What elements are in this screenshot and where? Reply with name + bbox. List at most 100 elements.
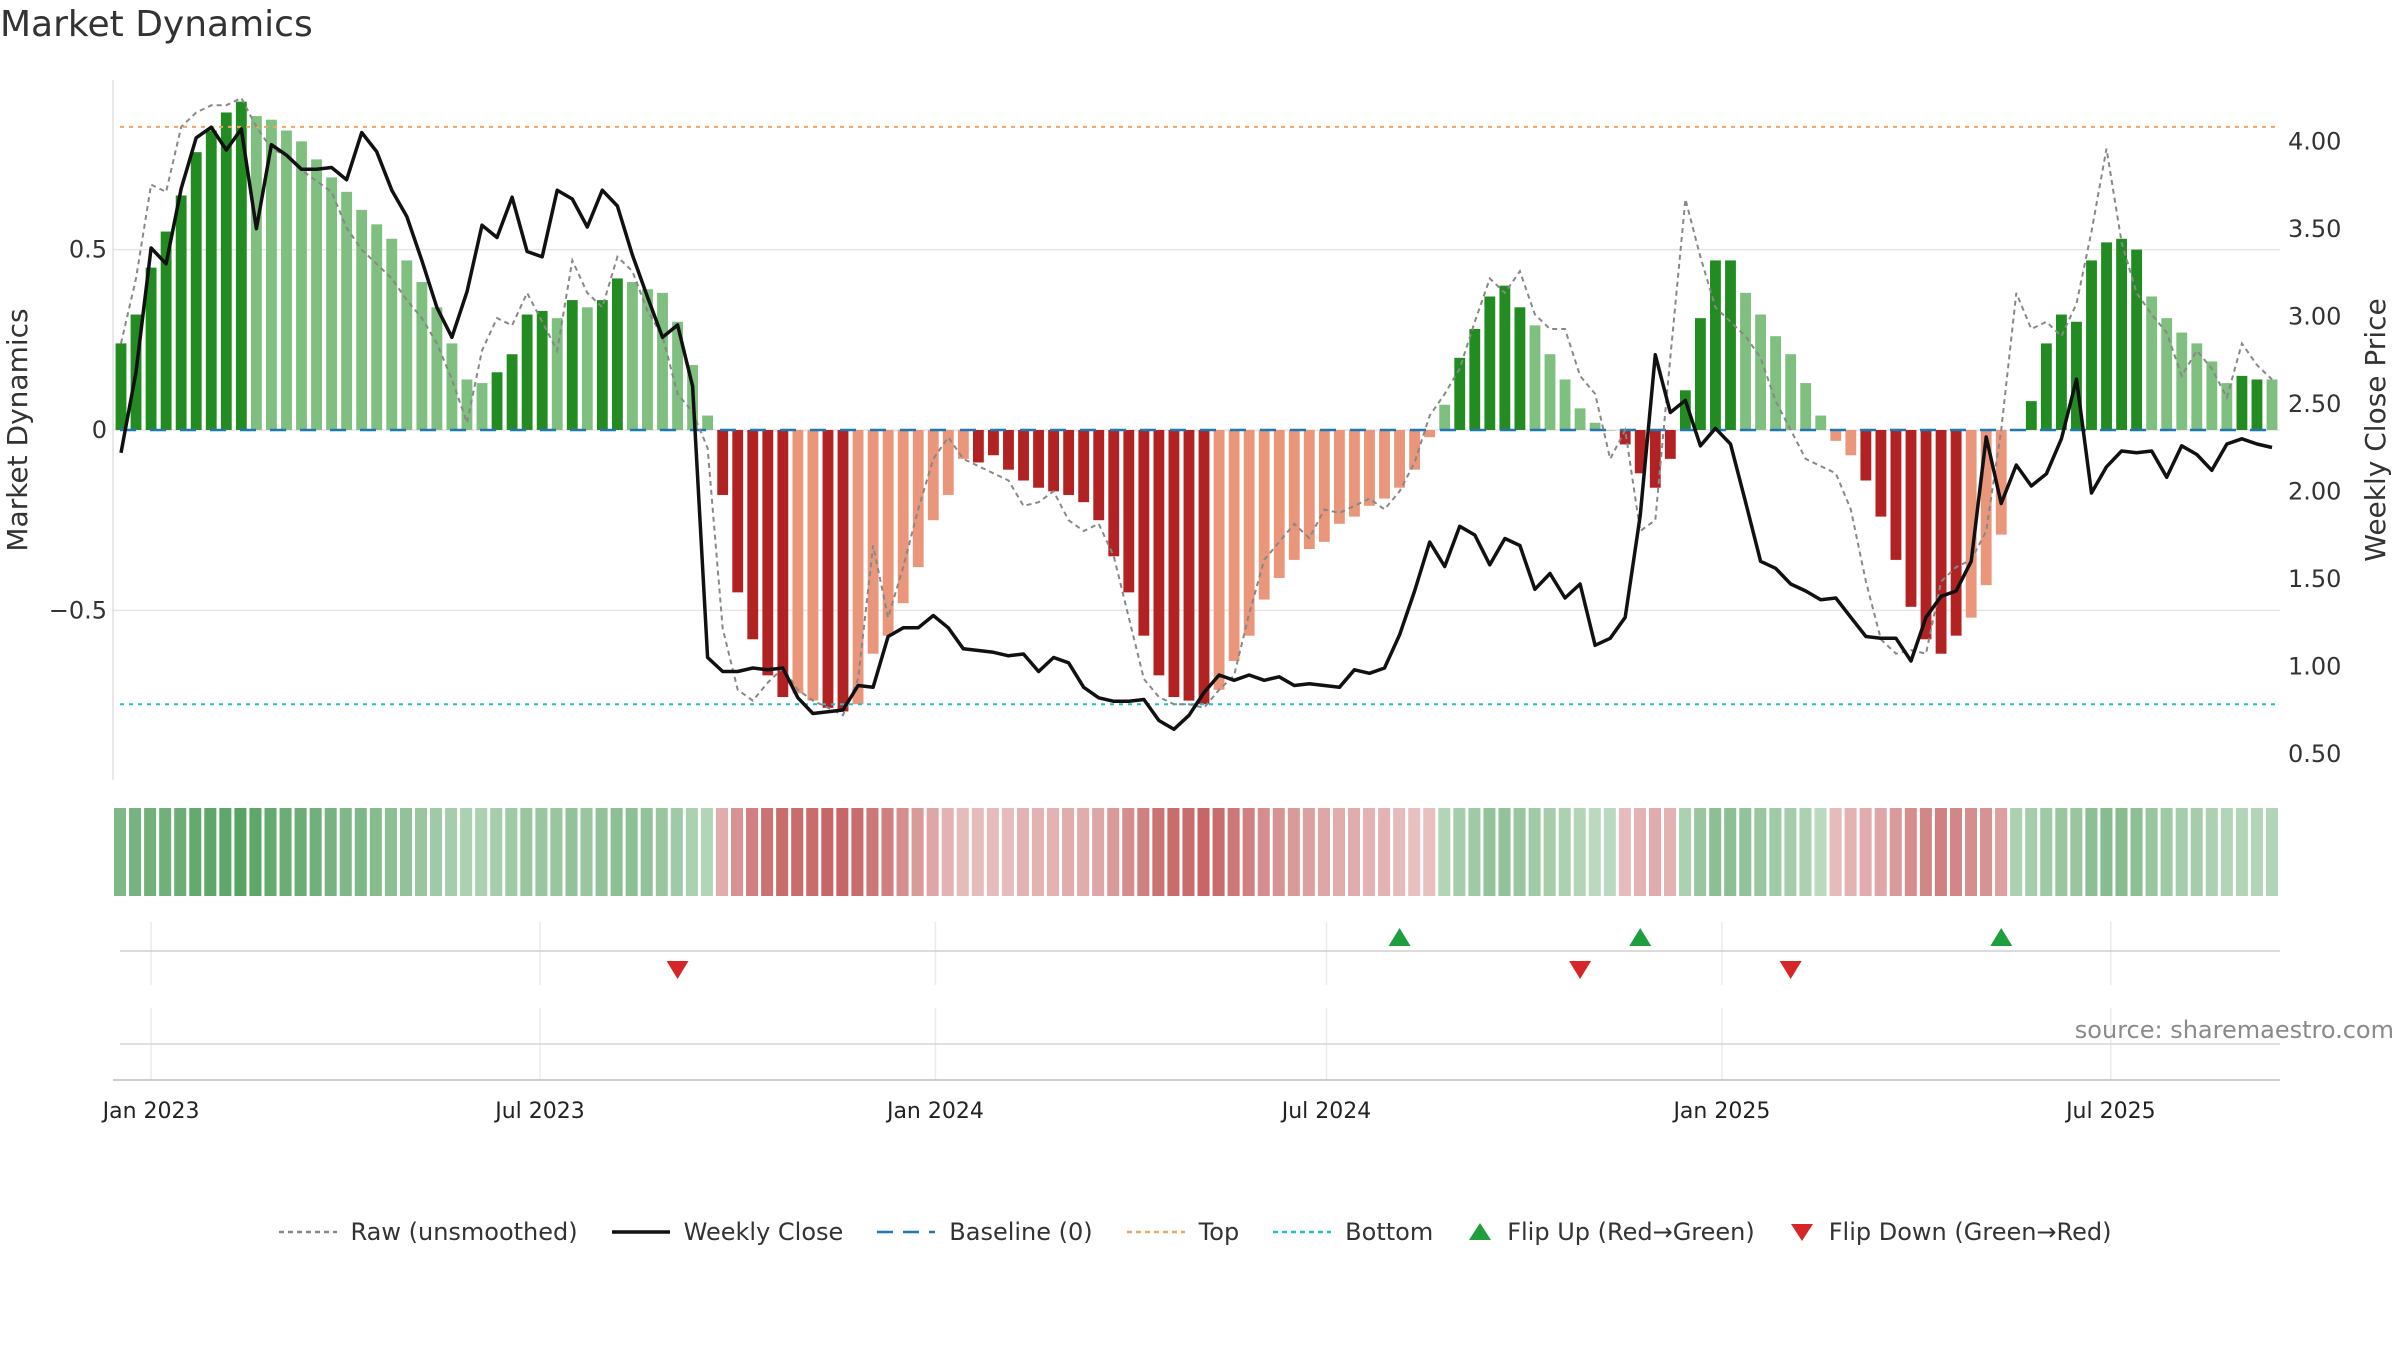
dynamics-bar	[972, 430, 984, 463]
heat-cell	[625, 808, 638, 896]
dynamics-bar	[506, 354, 518, 430]
dynamics-bar	[145, 267, 157, 430]
axis-text-layer: 0.50−0.54.003.503.002.502.001.501.000.50…	[1, 127, 2392, 1124]
dynamics-bar	[1318, 430, 1330, 542]
dynamics-bar	[2176, 332, 2188, 430]
dynamics-bar	[1770, 336, 1782, 430]
heat-cell	[430, 808, 443, 896]
dynamics-bar	[1950, 430, 1962, 636]
heat-cell	[354, 808, 367, 896]
heat-cell	[2160, 808, 2173, 896]
heat-cell	[565, 808, 578, 896]
dynamics-bar	[1213, 430, 1225, 690]
heat-cell	[309, 808, 322, 896]
heat-cell	[535, 808, 548, 896]
dynamics-bar	[2071, 321, 2082, 430]
flip-up-marker	[1629, 928, 1652, 946]
dynamics-bar	[2146, 296, 2158, 430]
y2-tick-label: 4.00	[2288, 127, 2341, 155]
heat-strip	[114, 808, 2278, 896]
y2-tick-label: 3.00	[2288, 302, 2341, 330]
heat-cell	[941, 808, 954, 896]
dynamics-bar	[1589, 422, 1601, 430]
dynamics-bar	[777, 430, 789, 698]
dynamics-bar	[566, 300, 578, 430]
dynamics-bar	[1544, 354, 1556, 430]
heat-cell	[1242, 808, 1255, 896]
heat-cell	[1679, 808, 1692, 896]
dynamics-bar	[205, 130, 217, 431]
y-axis-label: Market Dynamics	[1, 308, 34, 551]
dynamics-bar	[1920, 430, 1932, 640]
heat-cell	[294, 808, 307, 896]
dynamics-bar	[957, 430, 969, 459]
y2-tick-label: 1.50	[2288, 565, 2341, 593]
heat-cell	[1287, 808, 1300, 896]
heat-cell	[1588, 808, 1601, 896]
dotted-line-icon	[1273, 1230, 1332, 1234]
dynamics-bar	[491, 372, 503, 430]
dynamics-bar	[1003, 430, 1014, 470]
dynamics-bar	[2116, 238, 2127, 430]
heat-cell	[1257, 808, 1270, 896]
heat-cell	[2025, 808, 2038, 896]
dynamics-bar	[326, 177, 338, 430]
heat-cell	[174, 808, 187, 896]
heat-cell	[1498, 808, 1511, 896]
dynamics-bar	[371, 224, 383, 430]
y-tick-label: 0.5	[69, 236, 107, 264]
dynamics-bar	[250, 116, 262, 431]
dynamics-bar	[1905, 430, 1917, 607]
heat-cell	[2205, 808, 2218, 896]
legend-label: Flip Up (Red→Green)	[1507, 1218, 1755, 1246]
heat-cell	[2220, 808, 2233, 896]
heat-cell	[821, 808, 834, 896]
dynamics-bar	[311, 159, 322, 430]
dynamics-bar	[1288, 430, 1300, 560]
y2-tick-label: 0.50	[2288, 740, 2341, 768]
dynamics-bar	[747, 430, 759, 640]
dynamics-bar	[1935, 430, 1947, 654]
dynamics-bar	[2040, 343, 2052, 430]
solid-line-icon	[611, 1230, 670, 1234]
dynamics-bar	[1379, 430, 1390, 499]
legend-item: Baseline (0)	[875, 1218, 1093, 1246]
heat-cell	[1408, 808, 1421, 896]
heat-cell	[490, 808, 503, 896]
heat-cell	[610, 808, 623, 896]
dynamics-bar	[1740, 292, 1751, 430]
dynamics-bar	[927, 430, 939, 521]
heat-cell	[1317, 808, 1330, 896]
flip-markers-layer	[666, 928, 2013, 979]
dynamics-bar	[642, 289, 653, 430]
heat-cell	[339, 808, 352, 896]
heat-cell	[1393, 808, 1406, 896]
dynamics-bar	[431, 307, 443, 430]
heat-cell	[1031, 808, 1045, 896]
heat-cell	[1272, 808, 1285, 896]
heat-cell	[1859, 808, 1872, 896]
dynamics-bar	[732, 430, 744, 593]
heat-cell	[369, 808, 382, 896]
y2-tick-label: 2.50	[2288, 390, 2341, 418]
dynamics-bar	[1604, 430, 1616, 431]
heat-cell	[1227, 808, 1240, 896]
heat-cell	[2055, 808, 2068, 896]
heat-cell	[1874, 808, 1887, 896]
heat-cell	[1483, 808, 1496, 896]
dynamics-bar	[1258, 430, 1270, 600]
dynamics-bar	[1409, 430, 1421, 470]
source-credit: source: sharemaestro.com	[2074, 1016, 2394, 1044]
heat-cell	[1107, 808, 1120, 896]
dynamics-bar	[912, 430, 924, 568]
heat-cell	[851, 808, 864, 896]
dynamics-bar	[1830, 430, 1842, 441]
dynamics-bar	[266, 119, 277, 430]
heat-cell	[2010, 808, 2023, 896]
heat-cell	[2070, 808, 2083, 896]
heat-cell	[1197, 808, 1210, 896]
heat-cell	[1332, 808, 1345, 896]
x-tick-label: Jan 2025	[1671, 1099, 1770, 1124]
heat-cell	[1167, 808, 1180, 896]
axes-layer	[112, 80, 2280, 1081]
